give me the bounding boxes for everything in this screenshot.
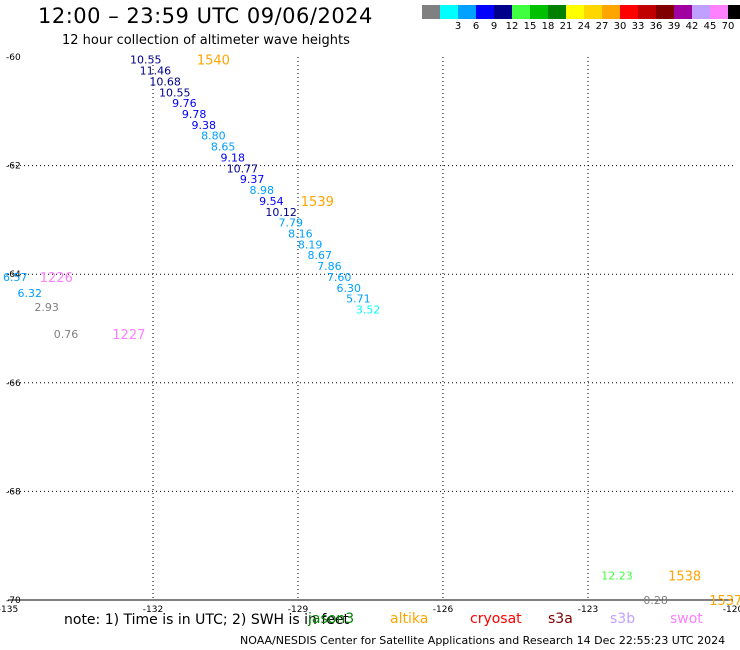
page-subtitle: 12 hour collection of altimeter wave hei… bbox=[62, 33, 350, 48]
legend-swatch bbox=[728, 5, 740, 19]
wave-height-value: 10.77 bbox=[227, 162, 259, 175]
legend-label: 15 bbox=[523, 21, 537, 32]
wave-height-value: 8.98 bbox=[250, 184, 275, 197]
legend-swatch bbox=[422, 5, 440, 19]
legend-swatch bbox=[458, 5, 476, 19]
legend-swatch bbox=[638, 5, 656, 19]
legend-swatch bbox=[512, 5, 530, 19]
wave-height-value: 0.76 bbox=[54, 328, 79, 341]
legend-swatch bbox=[620, 5, 638, 19]
wave-height-value: 10.55 bbox=[130, 54, 162, 67]
wave-height-value: 7.60 bbox=[327, 271, 352, 284]
color-legend bbox=[422, 5, 740, 19]
page-title: 12:00 – 23:59 UTC 09/06/2024 bbox=[38, 4, 373, 28]
longitude-label: -129 bbox=[288, 605, 309, 615]
wave-height-value: 8.80 bbox=[201, 130, 226, 143]
wave-height-value: 9.18 bbox=[221, 151, 246, 164]
track-label: 1537 bbox=[709, 594, 740, 609]
wave-height-value: 0.28 bbox=[643, 594, 668, 607]
wave-height-value: 9.78 bbox=[182, 108, 207, 121]
footer-note: note: 1) Time is in UTC; 2) SWH is in fe… bbox=[64, 612, 350, 628]
footer-credit: NOAA/NESDIS Center for Satellite Applica… bbox=[240, 634, 726, 647]
wave-height-value: 6.32 bbox=[18, 287, 43, 300]
satellite-name: altika bbox=[390, 611, 429, 627]
legend-label: 9 bbox=[490, 21, 498, 32]
wave-height-value: 10.12 bbox=[265, 206, 297, 219]
legend-swatch bbox=[692, 5, 710, 19]
satellite-name: swot bbox=[670, 611, 703, 627]
legend-label: 39 bbox=[667, 21, 681, 32]
legend-label: 12 bbox=[505, 21, 519, 32]
wave-height-value: 10.55 bbox=[159, 86, 191, 99]
wave-height-value: 7.86 bbox=[317, 260, 342, 273]
longitude-label: -123 bbox=[578, 605, 598, 615]
wave-height-value: 11.46 bbox=[140, 65, 172, 78]
legend-swatch bbox=[476, 5, 494, 19]
wave-height-value: 9.38 bbox=[192, 119, 217, 132]
legend-swatch bbox=[656, 5, 674, 19]
legend-swatch bbox=[530, 5, 548, 19]
wave-height-value: 12.23 bbox=[601, 570, 633, 583]
latitude-label: -60 bbox=[6, 53, 21, 63]
satellite-name: s3a bbox=[548, 611, 573, 627]
latitude-label: -70 bbox=[6, 596, 21, 606]
satellite-name: cryosat bbox=[470, 611, 522, 627]
legend-label: 42 bbox=[685, 21, 699, 32]
track-label: 1226 bbox=[40, 271, 73, 286]
legend-label: 33 bbox=[631, 21, 645, 32]
legend-label: 18 bbox=[541, 21, 555, 32]
longitude-label: -126 bbox=[433, 605, 454, 615]
latitude-label: -62 bbox=[6, 162, 21, 172]
wave-height-value: 9.76 bbox=[172, 97, 197, 110]
legend-label: 3 bbox=[454, 21, 462, 32]
legend-label: 24 bbox=[577, 21, 591, 32]
legend-label: 6 bbox=[472, 21, 480, 32]
wave-height-value: 3.52 bbox=[356, 303, 381, 316]
wave-height-value: 8.65 bbox=[211, 141, 236, 154]
legend-swatch bbox=[494, 5, 512, 19]
latitude-label: -66 bbox=[6, 379, 21, 389]
legend-label: 27 bbox=[595, 21, 609, 32]
legend-label: 21 bbox=[559, 21, 573, 32]
wave-height-value: 9.37 bbox=[240, 173, 265, 186]
track-label: 1538 bbox=[668, 570, 701, 585]
wave-height-value: 8.67 bbox=[308, 249, 333, 262]
legend-swatch bbox=[440, 5, 458, 19]
wave-height-value: 6.30 bbox=[337, 282, 362, 295]
legend-swatch bbox=[710, 5, 728, 19]
legend-label: 30 bbox=[613, 21, 627, 32]
legend-label: 45 bbox=[703, 21, 717, 32]
wave-height-value: 6.57 bbox=[3, 271, 28, 284]
legend-swatch bbox=[602, 5, 620, 19]
latitude-label: -64 bbox=[6, 270, 21, 280]
wave-height-value: 8.16 bbox=[288, 227, 313, 240]
longitude-label: -132 bbox=[143, 605, 163, 615]
track-label: 1540 bbox=[197, 54, 230, 69]
legend-swatch bbox=[566, 5, 584, 19]
wave-height-value: 10.68 bbox=[149, 75, 181, 88]
legend-label: 36 bbox=[649, 21, 663, 32]
longitude-label: -135 bbox=[0, 605, 18, 615]
satellite-name: jason3 bbox=[308, 611, 355, 627]
wave-height-value: 7.79 bbox=[279, 217, 304, 230]
legend-swatch bbox=[674, 5, 692, 19]
wave-height-value: 8.19 bbox=[298, 238, 323, 251]
legend-swatch bbox=[548, 5, 566, 19]
wave-height-value: 5.71 bbox=[346, 293, 371, 306]
track-label: 1227 bbox=[112, 328, 145, 343]
satellite-name: s3b bbox=[610, 611, 636, 627]
track-label: 1539 bbox=[301, 195, 334, 210]
latitude-label: -68 bbox=[6, 487, 21, 497]
legend-label: 70 bbox=[721, 21, 735, 32]
wave-height-value: 2.93 bbox=[34, 301, 59, 314]
wave-height-value: 9.54 bbox=[259, 195, 284, 208]
longitude-label: -120 bbox=[723, 605, 740, 615]
legend-swatch bbox=[584, 5, 602, 19]
